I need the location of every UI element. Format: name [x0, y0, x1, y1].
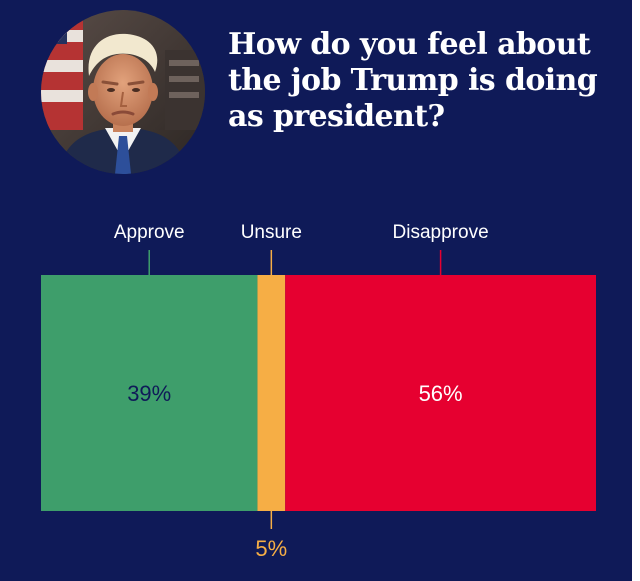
category-label-disapprove: Disapprove	[393, 222, 489, 243]
category-label-unsure: Unsure	[241, 222, 302, 243]
bar-segment-approve	[41, 275, 258, 511]
value-label-approve: 39%	[127, 381, 171, 406]
category-label-approve: Approve	[114, 222, 185, 243]
chart-labels: Approve 39% Unsure 5% Disapprove 56%	[114, 222, 489, 561]
bar-segments	[41, 275, 596, 511]
bar-segment-disapprove	[285, 275, 596, 511]
poll-question: How do you feel about the job Trump is d…	[228, 27, 598, 134]
value-label-disapprove: 56%	[419, 381, 463, 406]
bar-segment-unsure	[257, 275, 286, 511]
value-label-unsure: 5%	[255, 536, 287, 561]
